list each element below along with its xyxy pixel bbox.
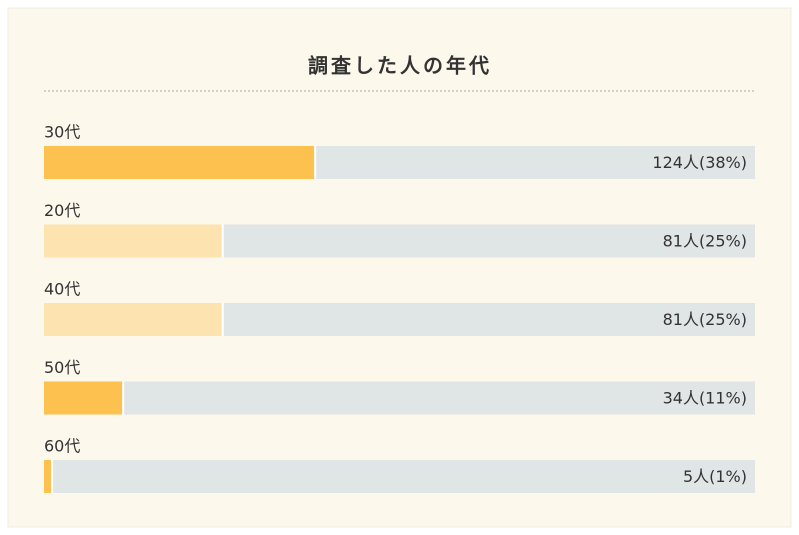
category-label: 40代 [44, 280, 80, 299]
value-label: 81人(25%) [663, 310, 747, 329]
value-label: 34人(11%) [663, 389, 747, 408]
category-label: 50代 [44, 358, 80, 377]
bar-track [44, 381, 755, 415]
bar [44, 460, 52, 493]
value-label: 81人(25%) [663, 232, 747, 251]
chart-title: 調査した人の年代 [308, 54, 492, 78]
bar [44, 303, 222, 336]
value-label: 5人(1%) [683, 467, 747, 486]
category-label: 20代 [44, 201, 80, 220]
bar [44, 224, 222, 258]
value-label: 124人(38%) [652, 153, 747, 172]
bar [44, 146, 315, 179]
bar [44, 381, 123, 415]
card [7, 7, 792, 528]
bar-track [44, 460, 755, 493]
category-label: 60代 [44, 437, 80, 456]
category-label: 30代 [44, 123, 80, 142]
